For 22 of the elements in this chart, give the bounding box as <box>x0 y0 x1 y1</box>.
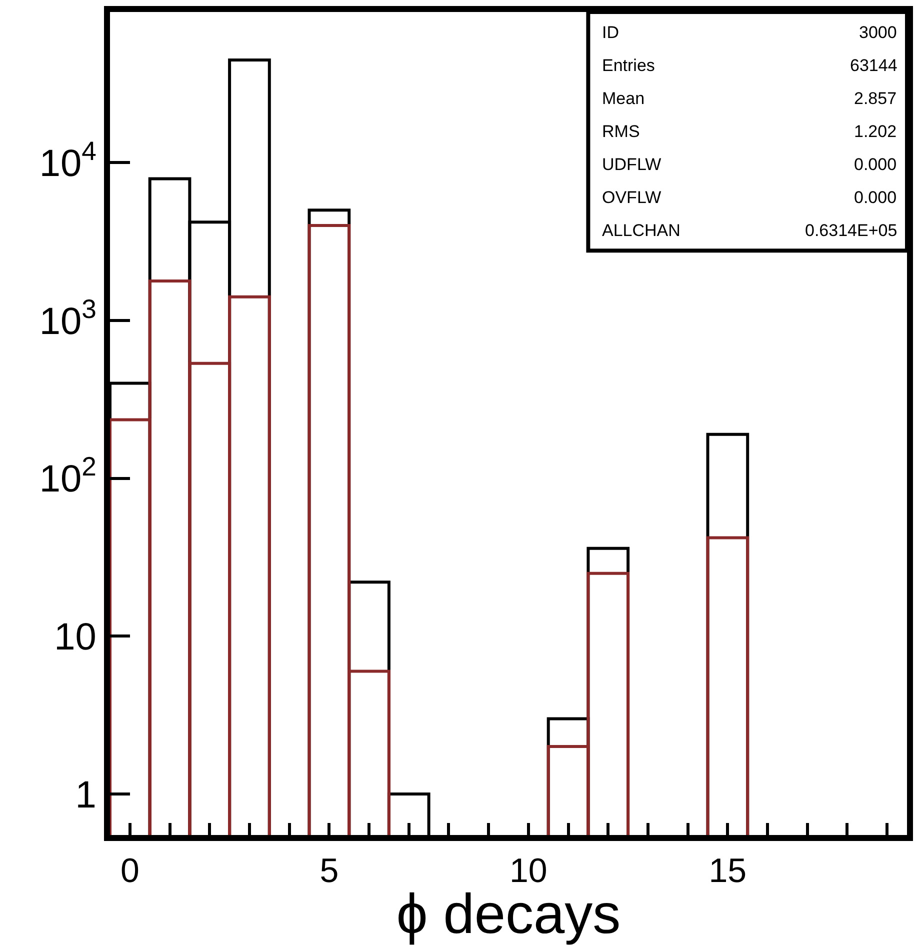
y-tick-label: 1 <box>75 774 96 816</box>
annotation: 0.6314E+05 <box>805 221 898 240</box>
annotation: Entries <box>602 56 655 75</box>
y-tick-label: 10 <box>54 616 96 658</box>
annotation: 2.857 <box>854 89 897 108</box>
annotation: 63144 <box>850 56 898 75</box>
annotation: 0.000 <box>854 155 897 174</box>
y-tick-label: 10$^{4}$ <box>39 136 97 185</box>
annotation: Mean <box>602 89 645 108</box>
annotation: OVFLW <box>602 188 662 207</box>
annotation: ALLCHAN <box>602 221 680 240</box>
annotation: RMS <box>602 122 640 141</box>
annotation: ID <box>602 23 619 42</box>
x-tick-label: 0 <box>120 852 140 890</box>
annotation: 0.000 <box>854 188 897 207</box>
y-tick-label: 10$^{2}$ <box>39 452 96 501</box>
x-tick-label: 15 <box>708 852 747 890</box>
annotation: 1.202 <box>854 122 897 141</box>
annotation: UDFLW <box>602 155 662 174</box>
x-tick-label: 5 <box>320 852 339 890</box>
y-tick-label: 10$^{3}$ <box>39 294 96 343</box>
annotation: 3000 <box>859 23 897 42</box>
